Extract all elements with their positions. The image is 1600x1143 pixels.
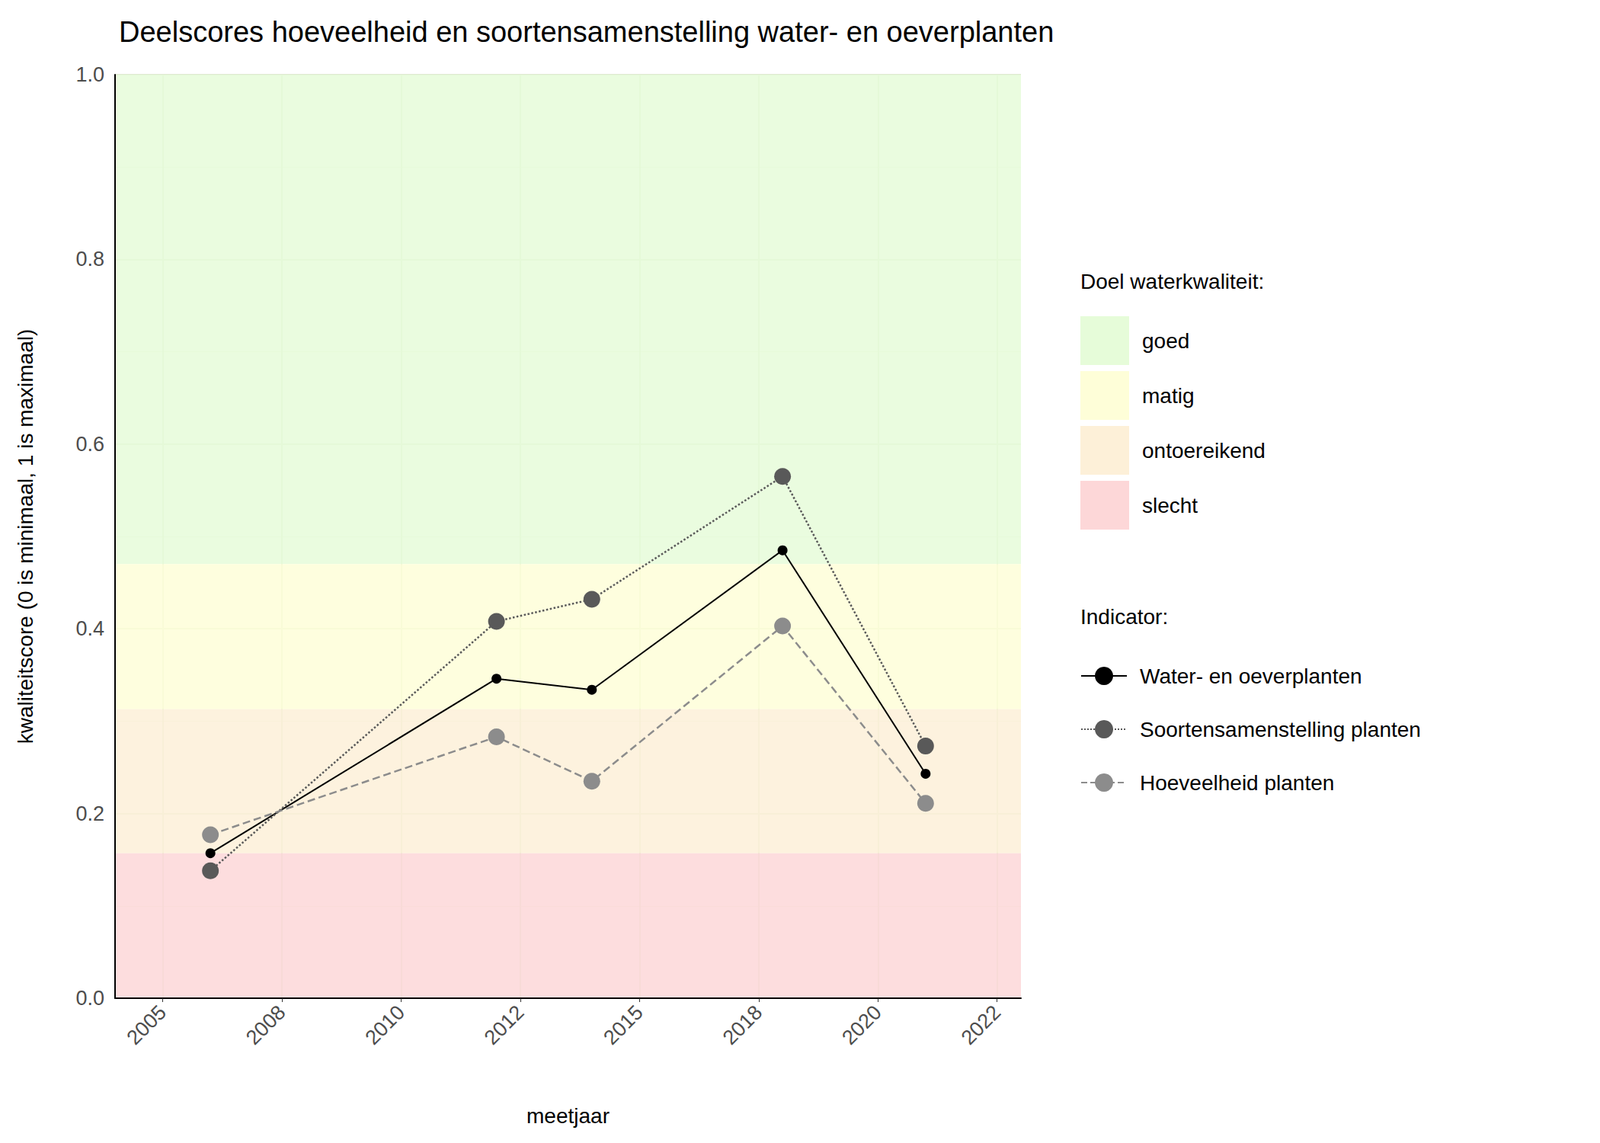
svg-text:0.6: 0.6 bbox=[75, 432, 105, 456]
svg-text:2015: 2015 bbox=[598, 1000, 648, 1050]
svg-text:Indicator:: Indicator: bbox=[1080, 604, 1168, 629]
svg-text:kwaliteitscore (0 is minimaal,: kwaliteitscore (0 is minimaal, 1 is maxi… bbox=[13, 329, 38, 745]
svg-text:goed: goed bbox=[1142, 329, 1190, 353]
svg-text:slecht: slecht bbox=[1142, 493, 1198, 518]
svg-text:2020: 2020 bbox=[837, 1000, 887, 1050]
svg-text:Water- en oeverplanten: Water- en oeverplanten bbox=[1139, 664, 1363, 688]
svg-text:0.4: 0.4 bbox=[75, 617, 105, 640]
svg-text:0.8: 0.8 bbox=[75, 247, 105, 271]
svg-text:Deelscores hoeveelheid en soor: Deelscores hoeveelheid en soortensamenst… bbox=[118, 16, 1054, 48]
svg-text:ontoereikend: ontoereikend bbox=[1142, 438, 1266, 463]
svg-text:2018: 2018 bbox=[718, 1000, 768, 1050]
svg-text:matig: matig bbox=[1142, 384, 1194, 408]
svg-text:0.2: 0.2 bbox=[75, 802, 105, 826]
svg-text:2008: 2008 bbox=[241, 1000, 291, 1050]
svg-text:2005: 2005 bbox=[122, 1000, 172, 1050]
svg-text:1.0: 1.0 bbox=[75, 63, 105, 87]
svg-text:Soortensamenstelling planten: Soortensamenstelling planten bbox=[1139, 717, 1421, 742]
svg-text:0.0: 0.0 bbox=[75, 986, 105, 1010]
svg-text:meetjaar: meetjaar bbox=[526, 1104, 610, 1128]
svg-text:2022: 2022 bbox=[956, 1000, 1006, 1050]
svg-text:Hoeveelheid planten: Hoeveelheid planten bbox=[1139, 771, 1335, 795]
svg-text:2012: 2012 bbox=[480, 1000, 529, 1050]
svg-text:Doel waterkwaliteit:: Doel waterkwaliteit: bbox=[1080, 269, 1264, 294]
svg-text:2010: 2010 bbox=[360, 1000, 410, 1050]
